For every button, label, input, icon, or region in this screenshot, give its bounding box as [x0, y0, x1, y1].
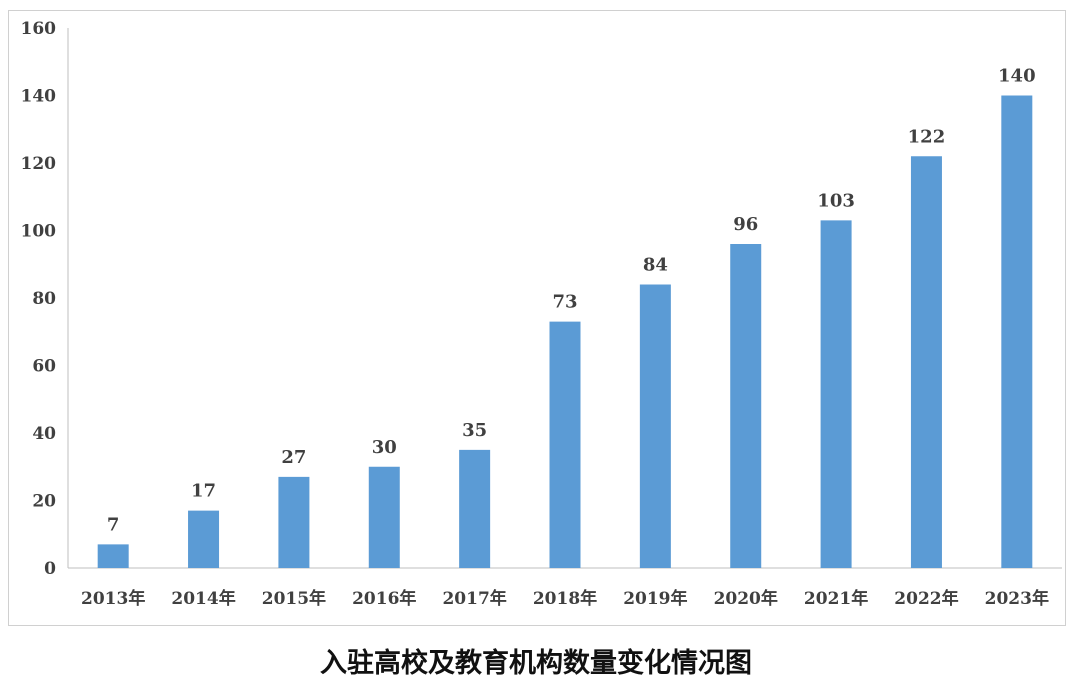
x-tick-label: 2022年 — [894, 588, 958, 609]
bar — [910, 156, 942, 568]
y-tick-label: 0 — [44, 559, 56, 579]
bar — [639, 284, 671, 568]
x-tick-label: 2017年 — [442, 588, 506, 609]
bar — [368, 466, 400, 568]
y-tick-label: 120 — [21, 154, 57, 174]
x-tick-label: 2015年 — [262, 588, 326, 609]
bar — [1001, 95, 1033, 568]
y-tick-label: 140 — [21, 87, 57, 107]
chart-title: 入驻高校及教育机构数量变化情况图 — [320, 648, 752, 679]
x-tick-label: 2018年 — [533, 588, 597, 609]
bar — [188, 510, 220, 568]
bar-value-label: 103 — [817, 190, 855, 211]
bar-value-label: 84 — [643, 255, 668, 276]
bar — [278, 476, 310, 568]
bar-value-label: 122 — [908, 126, 946, 147]
y-tick-label: 60 — [32, 357, 56, 377]
y-tick-label: 20 — [32, 492, 56, 512]
x-tick-label: 2020年 — [714, 588, 778, 609]
x-tick-label: 2021年 — [804, 588, 868, 609]
bar-value-label: 27 — [281, 447, 306, 468]
bar — [459, 449, 491, 568]
x-axis-ticks: 2013年 2014年 2015年 2016年 2017年 2018年 2019年 2020年… — [81, 588, 1049, 609]
bar — [549, 321, 581, 568]
x-tick-label: 2016年 — [352, 588, 416, 609]
bar-value-label: 140 — [998, 66, 1036, 87]
bar — [730, 244, 762, 568]
data-labels: 7 17 27 30 35 73 84 96 103 122 140 — [107, 66, 1036, 536]
y-tick-label: 80 — [32, 289, 56, 309]
bar-series — [97, 95, 1033, 568]
chart-frame — [8, 10, 1066, 626]
bar — [97, 544, 129, 568]
bar-value-label: 30 — [372, 437, 397, 458]
x-tick-label: 2014年 — [171, 588, 235, 609]
bar-value-label: 73 — [552, 292, 577, 313]
y-tick-label: 100 — [21, 222, 57, 242]
bar-value-label: 35 — [462, 420, 487, 441]
y-tick-label: 160 — [21, 19, 57, 39]
x-tick-label: 2023年 — [985, 588, 1049, 609]
x-tick-label: 2013年 — [81, 588, 145, 609]
bar-chart: 0 20 40 60 80 100 120 140 160 7 17 27 30 35 73 84 96 103… — [21, 19, 1062, 609]
y-axis-ticks: 0 20 40 60 80 100 120 140 160 — [21, 19, 57, 579]
bar-value-label: 17 — [191, 481, 216, 502]
y-tick-label: 40 — [32, 424, 56, 444]
bar-value-label: 96 — [733, 214, 758, 235]
bar — [820, 220, 852, 568]
x-tick-label: 2019年 — [623, 588, 687, 609]
bar-value-label: 7 — [107, 514, 120, 535]
